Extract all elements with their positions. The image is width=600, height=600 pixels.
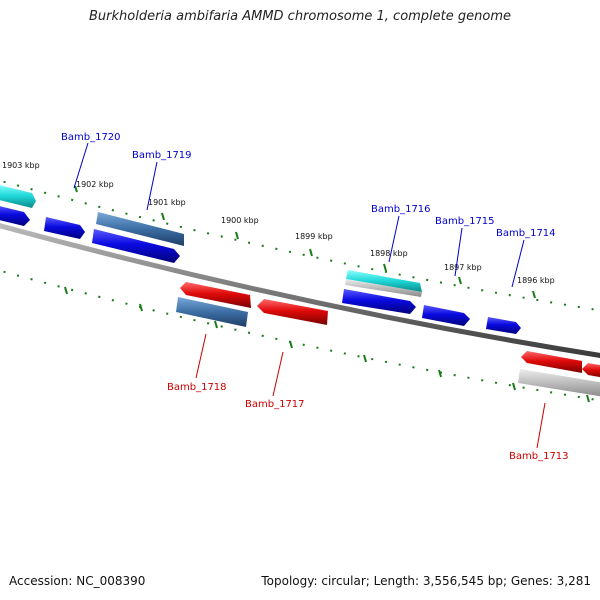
leader-bamb-1715	[454, 227, 463, 277]
gene-label-bamb-1715[interactable]: Bamb_1715	[435, 216, 495, 227]
major-ticks-upper	[74, 185, 536, 299]
accession-text: Accession: NC_008390	[9, 574, 146, 588]
kbp-label-1900: 1900 kbp	[221, 216, 259, 225]
kbp-label-1903: 1903 kbp	[2, 161, 40, 170]
gene-bamb-1713-red-edge[interactable]	[582, 363, 600, 378]
gene-bamb-1713-red[interactable]	[521, 351, 582, 373]
kbp-label-1899: 1899 kbp	[295, 232, 333, 241]
tick-track-lower	[0, 269, 600, 402]
gene-bamb-1717[interactable]	[257, 299, 328, 325]
gene-label-bamb-1713[interactable]: Bamb_1713	[509, 451, 569, 462]
kbp-label-1898: 1898 kbp	[370, 249, 408, 258]
gene-label-bamb-1717[interactable]: Bamb_1717	[245, 399, 305, 410]
gene-label-bamb-1714[interactable]: Bamb_1714	[496, 228, 556, 239]
leader-bamb-1716	[388, 215, 400, 263]
kbp-label-1902: 1902 kbp	[76, 180, 114, 189]
leader-bamb-1714	[511, 239, 525, 288]
gene-bamb-1715[interactable]	[422, 305, 470, 326]
gene-label-bamb-1719[interactable]: Bamb_1719	[132, 150, 192, 161]
gene-bamb-1718-steel[interactable]	[176, 297, 248, 327]
leader-bamb-1717	[272, 351, 284, 397]
leader-bamb-1713	[536, 402, 546, 449]
gene-label-bamb-1718[interactable]: Bamb_1718	[167, 382, 227, 393]
reverse-genes	[176, 282, 600, 397]
major-ticks-lower	[64, 286, 590, 403]
forward-genes	[0, 184, 521, 334]
gene-bamb-1716[interactable]	[342, 289, 416, 314]
leader-bamb-1720	[73, 142, 89, 189]
gene-bamb-1716-grey[interactable]	[345, 279, 422, 297]
gene-bamb-1720-cyan[interactable]	[0, 184, 36, 208]
leader-bamb-1719	[146, 161, 158, 211]
topology-text: Topology: circular; Length: 3,556,545 bp…	[261, 574, 591, 588]
kbp-label-1897: 1897 kbp	[444, 263, 482, 272]
kbp-label-1901: 1901 kbp	[148, 198, 186, 207]
gene-bamb-1718-red[interactable]	[180, 282, 251, 308]
gene-label-bamb-1716[interactable]: Bamb_1716	[371, 204, 431, 215]
gene-bamb-1714[interactable]	[486, 317, 521, 334]
gene-bamb-1719[interactable]	[92, 229, 180, 263]
gene-bamb-1719-steel[interactable]	[96, 212, 184, 246]
gene-bamb-1713-grey[interactable]	[518, 369, 600, 397]
kbp-label-1896: 1896 kbp	[517, 276, 555, 285]
tick-track-upper	[0, 179, 600, 312]
gene-bamb-1720[interactable]	[0, 205, 30, 226]
chromosome-backbone	[0, 223, 600, 358]
gene-bamb-1716-cyan[interactable]	[346, 270, 422, 292]
gene-forward-small[interactable]	[44, 217, 85, 239]
leader-bamb-1718	[195, 333, 207, 379]
gene-label-bamb-1720[interactable]: Bamb_1720	[61, 132, 121, 143]
map-title: Burkholderia ambifaria AMMD chromosome 1…	[88, 9, 512, 24]
